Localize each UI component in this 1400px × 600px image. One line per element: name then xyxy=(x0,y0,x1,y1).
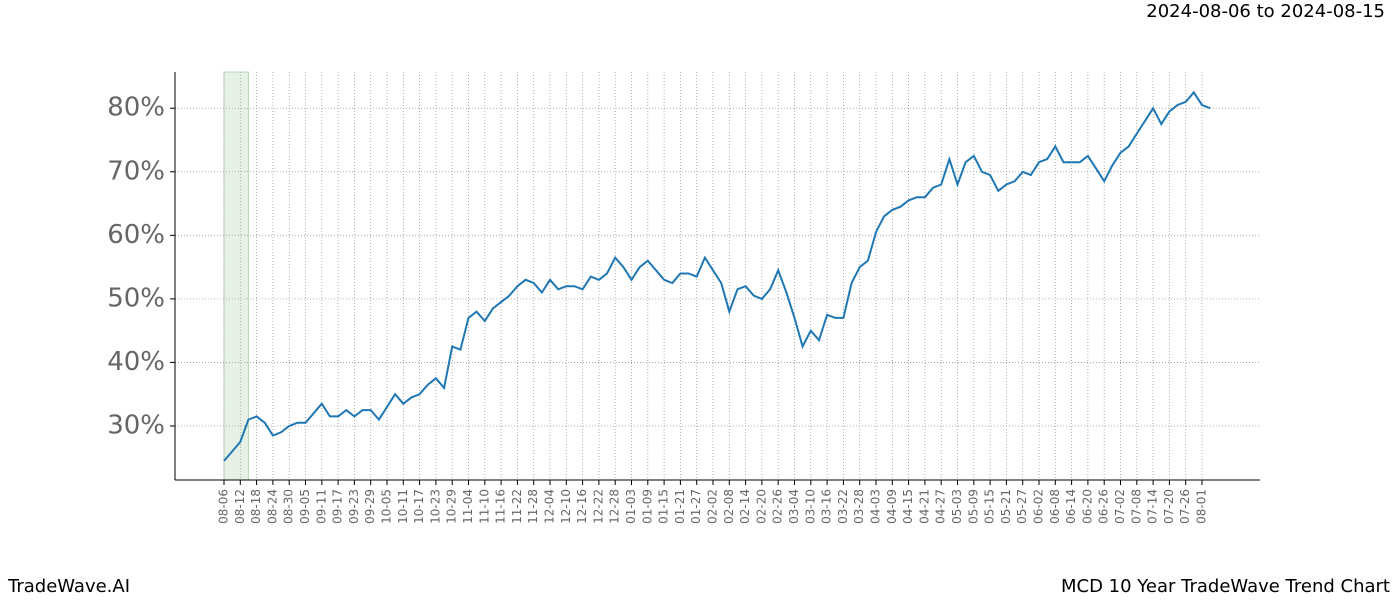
x-tick-label: 10-29 xyxy=(445,489,459,524)
x-tick-label: 01-21 xyxy=(673,489,687,524)
x-tick-label: 11-22 xyxy=(510,489,524,524)
x-tick-label: 11-16 xyxy=(494,489,508,524)
x-tick-label: 08-24 xyxy=(265,489,279,524)
x-tick-label: 04-15 xyxy=(901,489,915,524)
x-tick-label: 08-06 xyxy=(217,489,231,524)
y-tick-label: 40% xyxy=(107,347,165,377)
y-tick-label: 50% xyxy=(107,283,165,313)
chart-subtitle: 2024-08-06 to 2024-08-15 xyxy=(1146,1,1385,22)
x-tick-label: 03-10 xyxy=(803,489,817,524)
x-tick-label: 10-11 xyxy=(396,489,410,524)
chart-title: MCD 10 Year TradeWave Trend Chart xyxy=(1061,576,1390,597)
x-tick-label: 04-09 xyxy=(885,489,899,524)
x-tick-label: 06-20 xyxy=(1080,489,1094,524)
x-tick-label: 02-08 xyxy=(722,489,736,524)
x-tick-label: 01-09 xyxy=(640,489,654,524)
x-tick-label: 05-21 xyxy=(999,489,1013,524)
x-tick-label: 02-20 xyxy=(754,489,768,524)
x-tick-label: 09-11 xyxy=(314,489,328,524)
x-tick-label: 08-12 xyxy=(233,489,247,524)
x-tick-label: 11-10 xyxy=(477,489,491,524)
x-tick-label: 07-08 xyxy=(1129,489,1143,524)
y-tick-label: 70% xyxy=(107,156,165,186)
x-tick-label: 12-10 xyxy=(559,489,573,524)
x-tick-label: 09-17 xyxy=(331,489,345,524)
x-tick-label: 06-14 xyxy=(1064,489,1078,524)
x-tick-label: 02-02 xyxy=(706,489,720,524)
x-tick-label: 01-03 xyxy=(624,489,638,524)
x-tick-label: 04-27 xyxy=(934,489,948,524)
x-tick-label: 07-02 xyxy=(1113,489,1127,524)
x-tick-label: 11-28 xyxy=(526,489,540,524)
x-tick-label: 05-03 xyxy=(950,489,964,524)
x-tick-label: 09-29 xyxy=(363,489,377,524)
x-tick-label: 10-05 xyxy=(380,489,394,524)
x-tick-label: 05-09 xyxy=(966,489,980,524)
x-tick-label: 03-22 xyxy=(836,489,850,524)
x-tick-label: 10-23 xyxy=(428,489,442,524)
x-tick-label: 01-27 xyxy=(689,489,703,524)
x-tick-label: 12-28 xyxy=(608,489,622,524)
y-tick-label: 80% xyxy=(107,93,165,123)
x-tick-label: 05-15 xyxy=(983,489,997,524)
highlight-span xyxy=(223,71,249,481)
y-tick-label: 30% xyxy=(107,410,165,440)
x-tick-label: 05-27 xyxy=(1015,489,1029,524)
x-tick-label: 01-15 xyxy=(657,489,671,524)
x-tick-label: 07-26 xyxy=(1178,489,1192,524)
x-tick-label: 09-23 xyxy=(347,489,361,524)
x-tick-label: 06-26 xyxy=(1097,489,1111,524)
x-tick-label: 03-28 xyxy=(852,489,866,524)
y-tick-label: 60% xyxy=(107,220,165,250)
x-tick-label: 02-14 xyxy=(738,489,752,524)
trend-line xyxy=(223,90,1211,462)
x-tick-label: 07-14 xyxy=(1146,489,1160,524)
x-tick-label: 04-21 xyxy=(917,489,931,524)
x-tick-label: 12-16 xyxy=(575,489,589,524)
x-tick-label: 06-08 xyxy=(1048,489,1062,524)
x-tick-label: 03-04 xyxy=(787,489,801,524)
brand: TradeWave.AI xyxy=(7,576,130,597)
x-tick-label: 07-20 xyxy=(1162,489,1176,524)
x-tick-label: 11-04 xyxy=(461,489,475,524)
x-tick-label: 09-05 xyxy=(298,489,312,524)
x-tick-label: 03-16 xyxy=(820,489,834,524)
x-tick-label: 08-30 xyxy=(282,489,296,524)
x-tick-label: 08-01 xyxy=(1195,489,1209,524)
x-tick-label: 12-22 xyxy=(591,489,605,524)
x-tick-label: 10-17 xyxy=(412,489,426,524)
x-tick-label: 06-02 xyxy=(1032,489,1046,524)
x-tick-label: 12-04 xyxy=(543,489,557,524)
x-tick-label: 02-26 xyxy=(771,489,785,524)
x-tick-label: 04-03 xyxy=(869,489,883,524)
x-tick-label: 08-18 xyxy=(249,489,263,524)
